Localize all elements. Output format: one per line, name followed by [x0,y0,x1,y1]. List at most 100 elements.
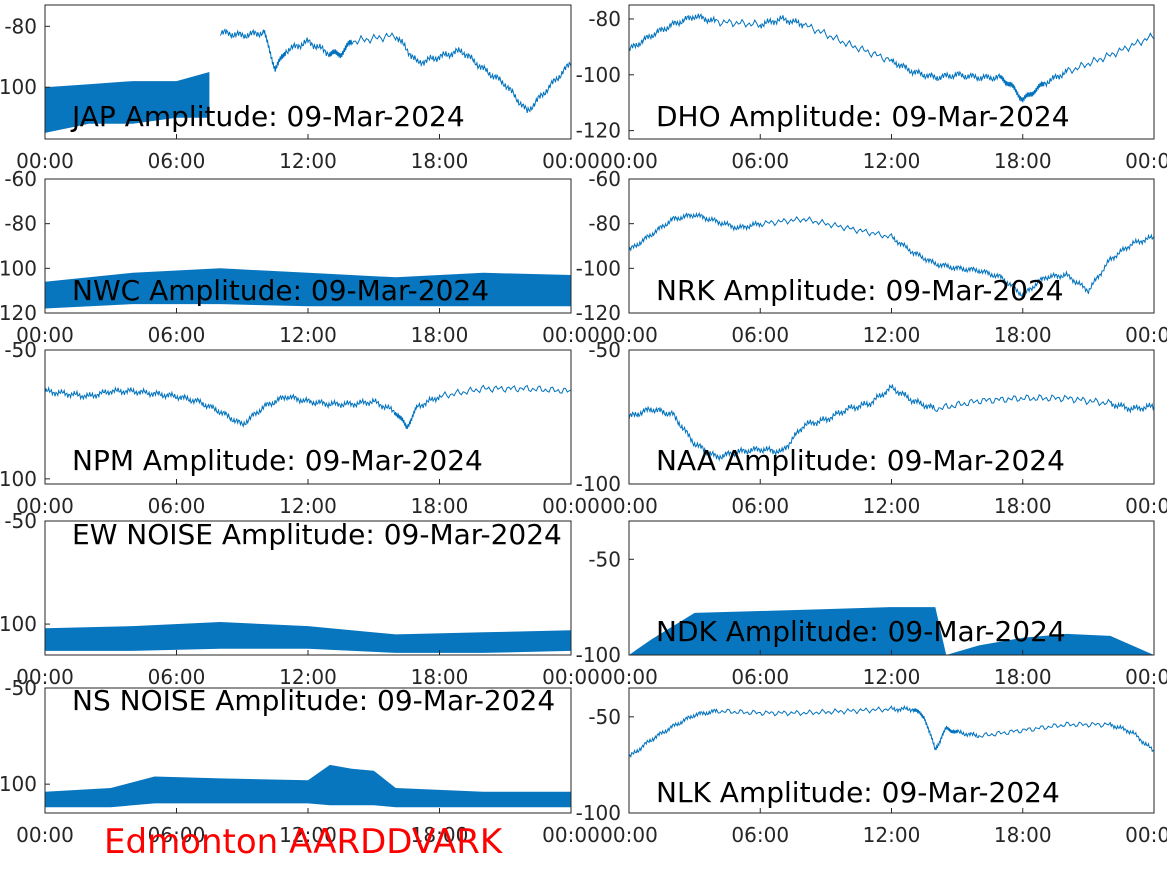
x-tick-label: 00:00 [600,323,658,347]
y-tick-label: -120 [0,301,37,325]
panel-plot-area [45,764,571,808]
noise-band [45,764,571,808]
x-tick-label: 00:00 [600,665,658,689]
panel-1: -80 -100 -120 00:00 06:00 12:00 18:00 00:00 DHO … [576,4,1167,173]
panel-title: NLK Amplitude: 09-Mar-2024 [656,776,1060,809]
y-tick-label: -50 [4,338,37,362]
panel-4: -50 -100 00:00 06:00 12:00 18:00 00:00 NPM Ampl… [0,338,600,518]
x-tick-label: 00:00 [16,494,74,518]
footer-label: Edmonton AARDDVARK [104,822,504,862]
x-tick-label: 06:00 [731,665,789,689]
y-tick-label: -50 [588,705,621,729]
x-tick-label: 18:00 [411,494,469,518]
x-tick-label: 18:00 [994,665,1052,689]
x-tick-label: 00:00 [1125,494,1167,518]
x-tick-label: 12:00 [279,665,337,689]
x-tick-label: 06:00 [148,823,206,847]
panel-plot-area [45,268,571,309]
y-tick-label: -100 [576,63,621,87]
x-tick-label: 12:00 [279,823,337,847]
series-line [629,211,1154,298]
x-tick-label: 12:00 [863,665,921,689]
y-tick-label: -50 [4,509,37,533]
x-tick-label: 00:00 [1125,149,1167,173]
y-tick-label: -100 [576,256,621,280]
x-tick-label: 06:00 [148,149,206,173]
x-tick-label: 00:00 [542,323,600,347]
panel-8: -50 -100 00:00 06:00 12:00 18:00 00:00 NS NOISE… [0,676,600,847]
noise-band [629,607,1154,655]
y-tick-label: -100 [0,256,37,280]
panel-plot-area [629,12,1154,103]
y-tick-label: -100 [0,467,37,491]
panel-title: EW NOISE Amplitude: 09-Mar-2024 [72,518,562,551]
panel-title: NPM Amplitude: 09-Mar-2024 [72,444,483,477]
x-tick-label: 00:00 [1125,323,1167,347]
x-tick-label: 06:00 [731,323,789,347]
panel-plot-area [629,211,1154,298]
series-line [219,28,571,113]
y-tick-label: -80 [4,14,37,38]
y-tick-label: -50 [4,676,37,700]
y-tick-label: -100 [576,801,621,825]
y-tick-label: -80 [588,212,621,236]
panel-0: -80 -100 00:00 06:00 12:00 18:00 00:00 JAP Ampl… [0,4,600,173]
x-tick-label: 12:00 [279,149,337,173]
x-tick-label: 00:00 [542,665,600,689]
panel-title: NWC Amplitude: 09-Mar-2024 [72,274,489,307]
noise-band [45,268,571,309]
y-tick-label: -120 [576,119,621,143]
panel-3: -60-80-100-12000:0006:0012:0018:0000:00N… [576,167,1167,347]
y-tick-label: -50 [588,338,621,362]
y-tick-label: -120 [576,301,621,325]
panel-title: NRK Amplitude: 09-Mar-2024 [656,274,1064,307]
x-tick-label: 18:00 [411,323,469,347]
x-tick-label: 00:00 [16,823,74,847]
x-tick-label: 00:00 [542,149,600,173]
panel-title: NS NOISE Amplitude: 09-Mar-2024 [72,684,555,717]
y-tick-label: -80 [4,212,37,236]
series-line [45,384,571,429]
y-tick-label: -100 [576,472,621,496]
panel-plot-area [629,383,1154,462]
panel-plot-area [45,28,571,133]
x-tick-label: 00:00 [1125,665,1167,689]
noise-band [45,72,210,133]
x-tick-label: 06:00 [148,665,206,689]
x-tick-label: 00:00 [16,149,74,173]
x-tick-label: 06:00 [731,494,789,518]
y-tick-label: -80 [588,7,621,31]
x-tick-label: 06:00 [731,823,789,847]
x-tick-label: 18:00 [994,323,1052,347]
x-tick-label: 00:00 [16,665,74,689]
panel-plot-area [629,607,1154,655]
x-tick-label: 06:00 [148,323,206,347]
x-tick-label: 12:00 [279,323,337,347]
x-tick-label: 12:00 [279,494,337,518]
panel-2: -60-80-100-12000:0006:0012:0018:0000:00N… [0,167,600,347]
x-tick-label: 12:00 [863,823,921,847]
y-tick-label: -100 [0,612,37,636]
x-tick-label: 00:00 [542,494,600,518]
x-tick-label: 00:00 [600,149,658,173]
y-tick-label: -60 [588,167,621,191]
x-tick-label: 18:00 [994,149,1052,173]
x-tick-label: 00:00 [600,494,658,518]
panel-title: NAA Amplitude: 09-Mar-2024 [656,444,1065,477]
panel-plot-area [45,622,571,653]
y-tick-label: -60 [4,167,37,191]
panel-plot-area [629,704,1154,758]
series-line [629,704,1154,758]
y-tick-label: -100 [0,772,37,796]
x-tick-label: 00:00 [1125,823,1167,847]
panel-title: JAP Amplitude: 09-Mar-2024 [70,100,465,133]
x-tick-label: 18:00 [994,494,1052,518]
x-tick-label: 06:00 [731,149,789,173]
x-tick-label: 18:00 [411,823,469,847]
panel-title: NDK Amplitude: 09-Mar-2024 [656,615,1066,648]
panel-6: -50 -100 00:00 06:00 12:00 18:00 00:00 EW NOISE… [0,509,600,689]
panel-title: DHO Amplitude: 09-Mar-2024 [656,100,1070,133]
